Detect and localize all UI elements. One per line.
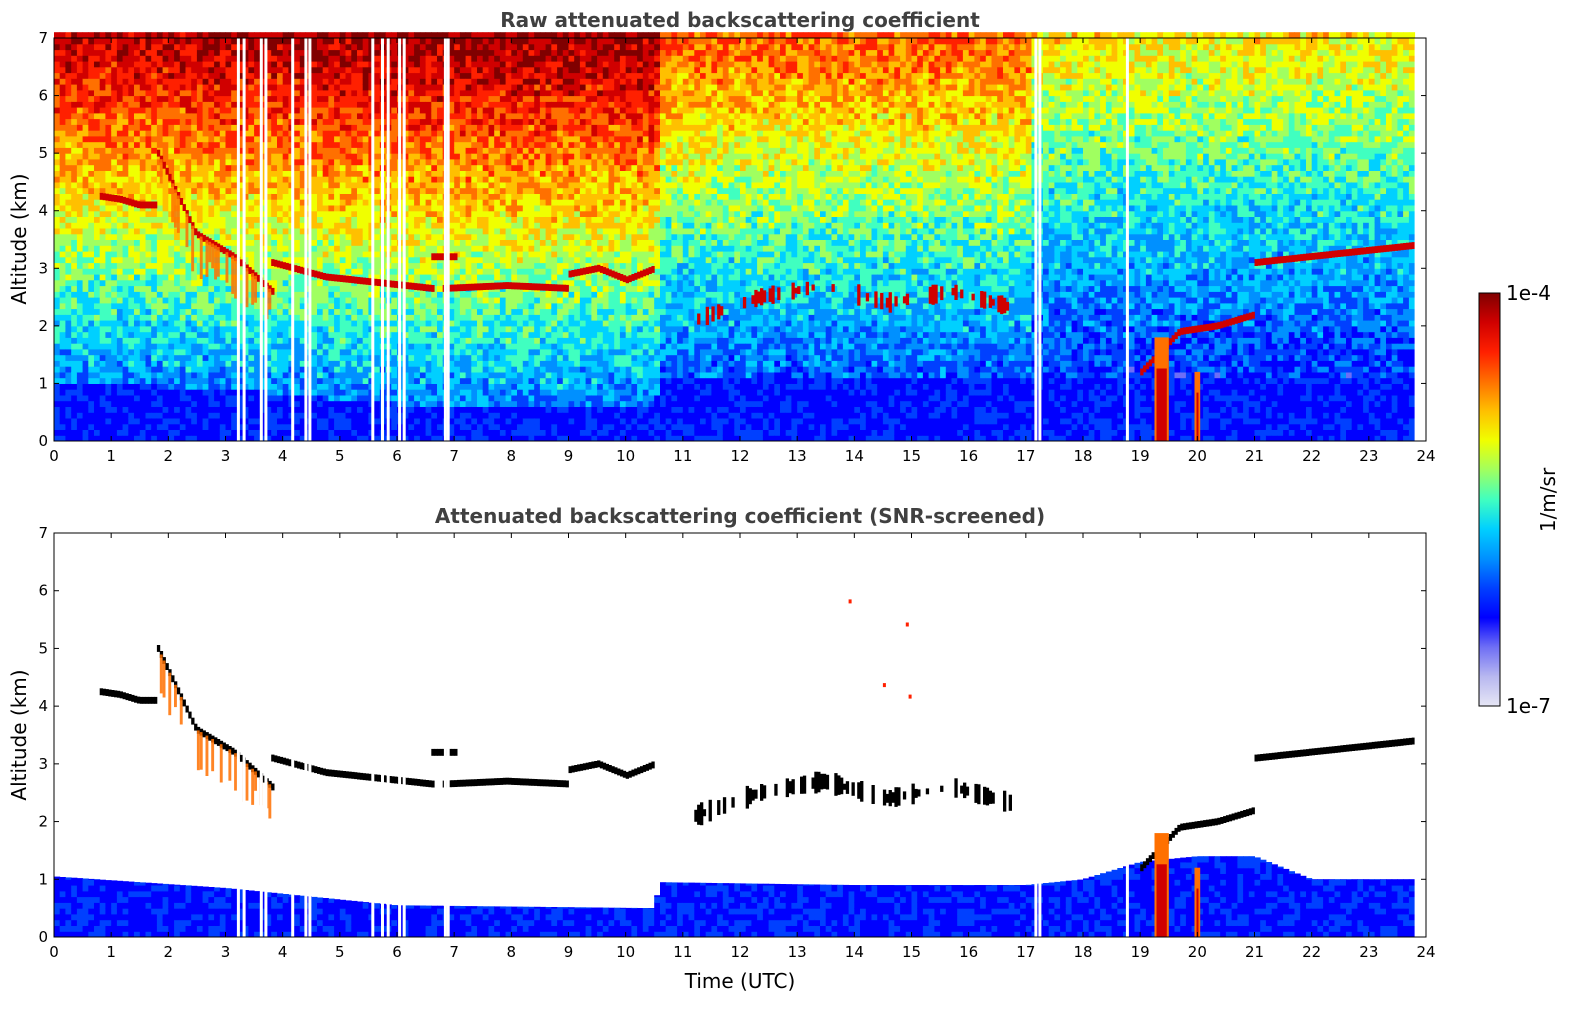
x-tick-label: 1 (106, 943, 116, 961)
y-tick-label: 5 (38, 144, 48, 162)
x-tick-label: 1 (106, 447, 116, 465)
x-tick-label: 12 (730, 943, 749, 961)
x-tick-label: 20 (1188, 447, 1207, 465)
x-tick-label: 3 (221, 943, 231, 961)
x-tick-label: 14 (845, 447, 864, 465)
x-tick-label: 6 (392, 447, 402, 465)
y-tick-label: 7 (38, 29, 48, 47)
colorbar-gradient (1478, 292, 1501, 707)
colorbar: 1e-4 1e-7 1/m/sr (1478, 281, 1560, 718)
x-tick-label: 19 (1131, 943, 1150, 961)
x-tick-label: 4 (278, 447, 288, 465)
x-tick-label: 24 (1416, 447, 1435, 465)
x-axis-ticks: 0 1 2 3 4 5 6 7 8 9 10 11 12 13 14 15 16 17 18 19 20 21 22 23 24 (49, 533, 1436, 961)
x-tick-label: 5 (335, 447, 345, 465)
x-tick-label: 12 (730, 447, 749, 465)
x-tick-label: 23 (1359, 447, 1378, 465)
x-tick-label: 24 (1416, 943, 1435, 961)
x-tick-label: 23 (1359, 943, 1378, 961)
x-tick-label: 2 (164, 447, 174, 465)
x-tick-label: 22 (1302, 447, 1321, 465)
x-tick-label: 11 (673, 943, 692, 961)
y-tick-label: 4 (38, 202, 48, 220)
x-tick-label: 2 (164, 943, 174, 961)
x-tick-label: 4 (278, 943, 288, 961)
x-tick-label: 17 (1016, 943, 1035, 961)
heatmap-screened (54, 533, 1426, 938)
x-tick-label: 8 (507, 447, 517, 465)
x-tick-label: 9 (564, 447, 574, 465)
y-tick-label: 6 (38, 582, 48, 600)
x-tick-label: 20 (1188, 943, 1207, 961)
x-tick-label: 18 (1073, 447, 1092, 465)
x-tick-label: 16 (959, 447, 978, 465)
y-axis-label: Altitude (km) (7, 173, 31, 304)
x-tick-label: 15 (902, 447, 921, 465)
heatmap-raw (54, 32, 1426, 442)
x-tick-label: 17 (1016, 447, 1035, 465)
x-tick-label: 9 (564, 943, 574, 961)
y-tick-label: 2 (38, 317, 48, 335)
y-tick-label: 1 (38, 374, 48, 392)
x-tick-label: 8 (507, 943, 517, 961)
x-tick-label: 21 (1245, 943, 1264, 961)
x-tick-label: 7 (449, 943, 459, 961)
x-tick-label: 10 (616, 447, 635, 465)
y-axis-label: Altitude (km) (7, 669, 31, 800)
colorbar-label: 1/m/sr (1536, 467, 1560, 532)
x-tick-label: 19 (1131, 447, 1150, 465)
y-tick-label: 0 (38, 928, 48, 946)
y-axis-ticks: 0 1 2 3 4 5 6 7 (38, 29, 1426, 450)
x-tick-label: 3 (221, 447, 231, 465)
x-tick-label: 18 (1073, 943, 1092, 961)
x-tick-label: 0 (49, 943, 59, 961)
x-tick-label: 15 (902, 943, 921, 961)
x-tick-label: 6 (392, 943, 402, 961)
x-tick-label: 14 (845, 943, 864, 961)
y-tick-label: 6 (38, 87, 48, 105)
y-axis-ticks: 0 1 2 3 4 5 6 7 (38, 524, 1426, 946)
panel-title: Raw attenuated backscattering coefficien… (500, 8, 980, 32)
x-tick-label: 0 (49, 447, 59, 465)
raw-backscatter-panel: Raw attenuated backscattering coefficien… (7, 8, 1436, 465)
x-tick-label: 5 (335, 943, 345, 961)
x-tick-label: 11 (673, 447, 692, 465)
x-tick-label: 13 (788, 943, 807, 961)
x-axis-label: Time (UTC) (684, 969, 796, 993)
x-tick-label: 10 (616, 943, 635, 961)
x-tick-label: 13 (788, 447, 807, 465)
x-tick-label: 16 (959, 943, 978, 961)
colorbar-min-label: 1e-7 (1506, 694, 1551, 718)
colorbar-max-label: 1e-4 (1506, 281, 1551, 305)
y-tick-label: 2 (38, 813, 48, 831)
y-tick-label: 3 (38, 755, 48, 773)
y-tick-label: 7 (38, 524, 48, 542)
x-tick-label: 21 (1245, 447, 1264, 465)
y-tick-label: 3 (38, 259, 48, 277)
y-tick-label: 0 (38, 432, 48, 450)
y-tick-label: 4 (38, 697, 48, 715)
y-tick-label: 1 (38, 870, 48, 888)
x-tick-label: 22 (1302, 943, 1321, 961)
panel-title: Attenuated backscattering coefficient (S… (435, 504, 1045, 528)
x-axis-ticks: 0 1 2 3 4 5 6 7 8 9 10 11 12 13 14 15 16 17 18 19 20 21 22 23 24 (49, 38, 1436, 465)
x-tick-label: 7 (449, 447, 459, 465)
y-tick-label: 5 (38, 639, 48, 657)
screened-backscatter-panel: Attenuated backscattering coefficient (S… (7, 504, 1436, 993)
